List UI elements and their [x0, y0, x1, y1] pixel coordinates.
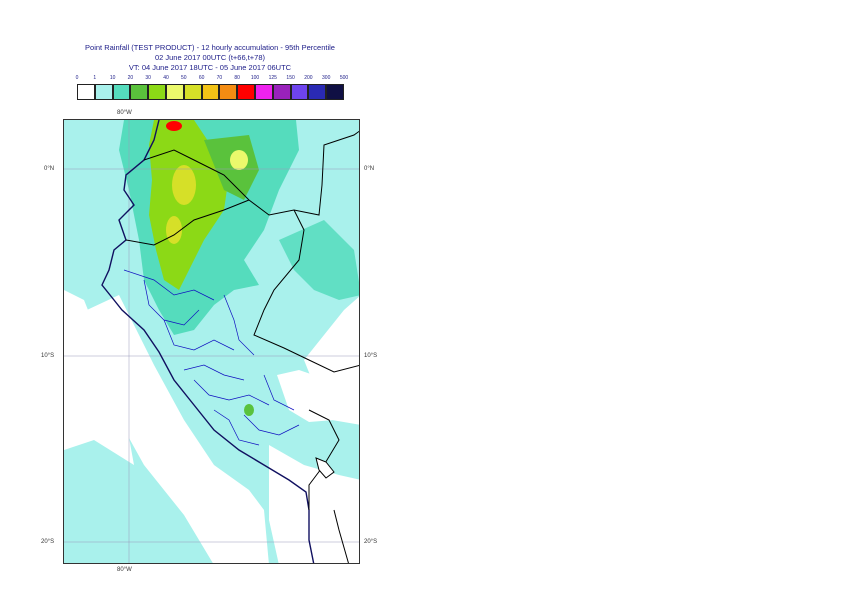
legend-swatch: [237, 84, 255, 100]
country-border: [308, 409, 340, 510]
legend-tick-label: 70: [216, 75, 223, 81]
legend-swatch: [183, 84, 202, 100]
legend-swatch: [308, 84, 327, 100]
legend-tick-label: 60: [198, 75, 205, 81]
legend-swatch: [326, 84, 344, 100]
valid-time-label: VT: 04 June 2017 18UTC - 05 June 2017 06…: [128, 63, 292, 72]
extreme-rain-cell: [166, 121, 182, 131]
legend-tick-label: 100: [250, 75, 260, 81]
legend-swatch: [130, 84, 149, 100]
legend-tick-labels: 0 1 10 20 30 40 50 60 70 80 100 125 150 200 300 500: [75, 75, 349, 83]
lat-label-right-0: 0°N: [364, 166, 375, 172]
map-title: Point Rainfall (TEST PRODUCT) - 12 hourl…: [85, 43, 335, 52]
legend-swatch: [112, 84, 131, 100]
country-border: [253, 209, 359, 373]
country-border: [333, 509, 349, 563]
lat-label-left-0: 0°N: [44, 166, 55, 172]
legend-swatch: [272, 84, 291, 100]
heavy-rain-cell: [172, 165, 196, 205]
legend-swatch: [219, 84, 238, 100]
legend-tick-label: 1: [93, 75, 97, 81]
legend-swatch: [290, 84, 309, 100]
legend-tick-label: 200: [304, 75, 313, 81]
legend-swatch: [77, 84, 95, 100]
legend-tick-label: 20: [127, 75, 134, 81]
lon-label-bottom: 80°W: [117, 567, 132, 573]
legend-swatches: [77, 84, 347, 100]
country-border: [143, 130, 359, 216]
country-border: [125, 199, 250, 246]
lat-label-right-20: 20°S: [364, 539, 378, 545]
heavy-rain-cell: [230, 150, 248, 170]
map-panel: [63, 119, 360, 564]
legend-tick-label: 80: [234, 75, 240, 81]
legend-tick-label: 0: [75, 75, 79, 81]
admin-boundaries: [123, 269, 300, 446]
legend-tick-label: 300: [322, 75, 331, 81]
lake-titicaca: [315, 457, 335, 479]
rainfall-map: [64, 120, 359, 563]
legend-swatch: [201, 84, 220, 100]
lat-label-left-10: 10°S: [41, 353, 55, 359]
heavy-rain-cell: [166, 216, 182, 244]
coastline: [101, 120, 315, 563]
lat-label-left-20: 20°S: [41, 539, 55, 545]
legend-tick-label: 500: [339, 75, 349, 81]
legend-tick-label: 10: [109, 75, 116, 81]
legend-swatch: [255, 84, 273, 100]
dry-area-east: [277, 370, 346, 422]
green-rain-patch: [244, 404, 254, 416]
legend-swatch: [94, 84, 113, 100]
heavy-rain-band-2: [204, 135, 259, 200]
legend-tick-label: 50: [181, 75, 187, 81]
base-time-label: 02 June 2017 00UTC (t+66,t+78): [154, 53, 266, 62]
legend-tick-label: 30: [145, 75, 151, 81]
legend-swatch: [166, 84, 184, 100]
lat-label-right-10: 10°S: [364, 353, 378, 359]
legend-tick-label: 125: [268, 75, 277, 81]
legend-tick-label: 150: [286, 75, 295, 81]
moderate-rain-east: [279, 220, 359, 300]
legend-swatch: [148, 84, 166, 100]
dry-area-sea: [74, 295, 269, 563]
heavy-rain-band: [149, 120, 229, 290]
lon-label-top: 80°W: [117, 110, 132, 116]
legend-tick-label: 40: [163, 75, 169, 81]
color-legend: 0 1 10 20 30 40 50 60 70 80 100 125 150 200 300 500: [76, 75, 348, 110]
